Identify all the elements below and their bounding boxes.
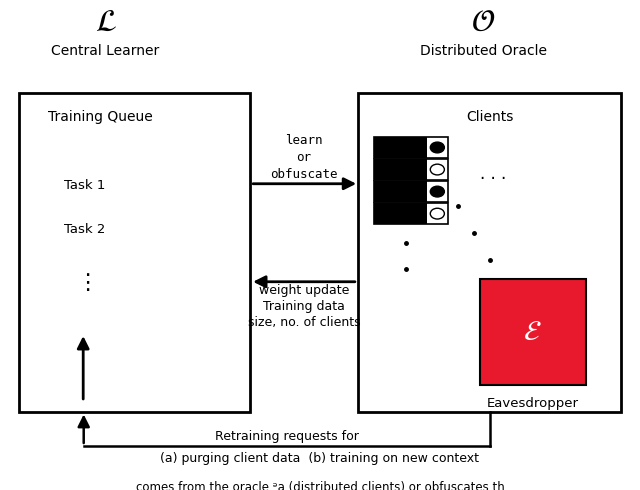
Text: $\mathcal{L}$: $\mathcal{L}$: [95, 7, 116, 37]
Text: Training Queue: Training Queue: [48, 110, 153, 124]
Circle shape: [430, 142, 444, 153]
Bar: [358, 93, 621, 412]
Bar: [428, 137, 448, 158]
Bar: [374, 159, 428, 180]
Text: Task 1: Task 1: [64, 179, 106, 192]
Text: Central Learner: Central Learner: [51, 45, 160, 58]
Text: Retraining requests for: Retraining requests for: [214, 430, 358, 443]
Text: $\mathcal{O}$: $\mathcal{O}$: [471, 7, 495, 37]
Bar: [374, 203, 428, 224]
Bar: [428, 159, 448, 180]
Text: Task 2: Task 2: [64, 223, 106, 236]
Bar: [374, 137, 448, 158]
Text: learn
or
obfuscate: learn or obfuscate: [270, 134, 338, 181]
Text: Clients: Clients: [466, 110, 513, 124]
Bar: [428, 203, 448, 224]
Text: (a) purging client data  (b) training on new context: (a) purging client data (b) training on …: [161, 452, 479, 465]
Text: $\vdots$: $\vdots$: [76, 271, 90, 293]
Text: $\mathcal{E}$: $\mathcal{E}$: [524, 318, 542, 346]
Bar: [374, 159, 448, 180]
Bar: [480, 279, 586, 385]
Bar: [428, 181, 448, 202]
Bar: [19, 93, 250, 412]
Text: comes from the oracle ᵊa (distributed clients) or obfuscates th: comes from the oracle ᵊa (distributed cl…: [136, 481, 504, 490]
Bar: [374, 181, 448, 202]
Circle shape: [430, 186, 444, 197]
Circle shape: [430, 164, 444, 175]
Text: weight update
Training data
size, no. of clients: weight update Training data size, no. of…: [248, 284, 360, 329]
Text: Distributed Oracle: Distributed Oracle: [420, 45, 547, 58]
Text: · · ·: · · ·: [480, 170, 506, 188]
Bar: [374, 203, 448, 224]
Circle shape: [430, 208, 444, 219]
Bar: [374, 137, 428, 158]
Bar: [374, 181, 428, 202]
Text: Eavesdropper: Eavesdropper: [487, 397, 579, 410]
